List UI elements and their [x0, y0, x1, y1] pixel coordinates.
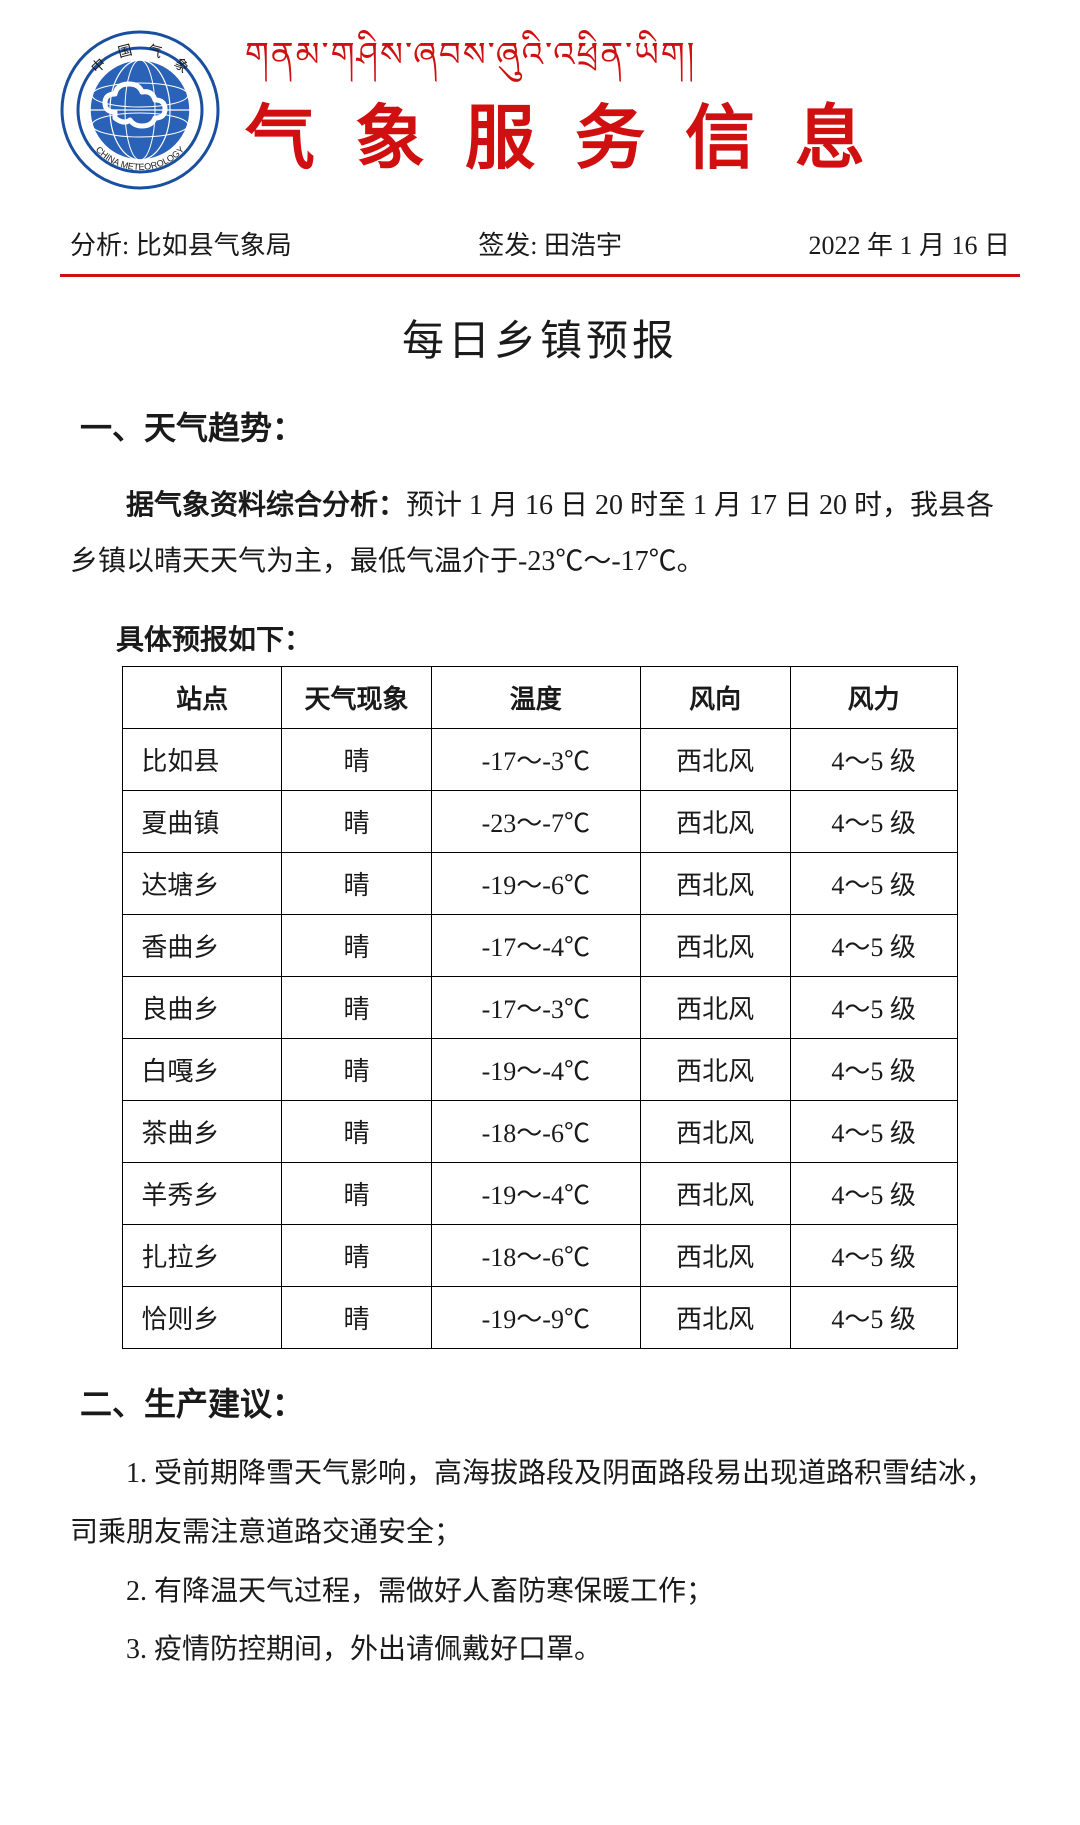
cma-logo: 中 国 气 象 CHINA METEOROLOGY — [60, 30, 220, 190]
table-cell: -19～-4℃ — [432, 1039, 641, 1101]
trend-lead: 据气象资料综合分析： — [126, 489, 406, 520]
table-cell: 晴 — [281, 729, 431, 791]
table-cell: -19～-4℃ — [432, 1163, 641, 1225]
tibetan-title: གནམ་གཤིས་ཞབས་ཞུའི་འཕྲིན་ཡིག། — [245, 37, 1020, 74]
meta-line: 分析: 比如县气象局 签发: 田浩宇 2022 年 1 月 16 日 — [60, 220, 1020, 277]
table-cell: 比如县 — [123, 729, 281, 791]
table-cell: 晴 — [281, 1101, 431, 1163]
table-cell: 白嘎乡 — [123, 1039, 281, 1101]
table-cell: 西北风 — [640, 1287, 790, 1349]
document-title: 每日乡镇预报 — [60, 307, 1020, 368]
table-cell: 4～5 级 — [790, 791, 957, 853]
table-cell: 达塘乡 — [123, 853, 281, 915]
table-row: 香曲乡晴-17～-4℃西北风4～5 级 — [123, 915, 957, 977]
table-row: 扎拉乡晴-18～-6℃西北风4～5 级 — [123, 1225, 957, 1287]
table-row: 羊秀乡晴-19～-4℃西北风4～5 级 — [123, 1163, 957, 1225]
table-cell: 晴 — [281, 853, 431, 915]
table-cell: -17～-4℃ — [432, 915, 641, 977]
issuer-label: 签发: — [478, 231, 537, 260]
table-header-cell: 风力 — [790, 667, 957, 729]
table-row: 良曲乡晴-17～-3℃西北风4～5 级 — [123, 977, 957, 1039]
advice-item: 2. 有降温天气过程，需做好人畜防寒保暖工作； — [70, 1563, 1010, 1622]
title-block: གནམ་གཤིས་ཞབས་ཞུའི་འཕྲིན་ཡིག། 气象服务信息 — [245, 37, 1020, 183]
table-cell: 香曲乡 — [123, 915, 281, 977]
trend-paragraph: 据气象资料综合分析：预计 1 月 16 日 20 时至 1 月 17 日 20 … — [60, 477, 1020, 590]
table-cell: -18～-6℃ — [432, 1101, 641, 1163]
table-cell: 4～5 级 — [790, 977, 957, 1039]
table-cell: 恰则乡 — [123, 1287, 281, 1349]
table-cell: 茶曲乡 — [123, 1101, 281, 1163]
analysis-value: 比如县气象局 — [136, 231, 292, 260]
table-cell: 西北风 — [640, 791, 790, 853]
analysis-field: 分析: 比如县气象局 — [70, 225, 292, 262]
table-row: 白嘎乡晴-19～-4℃西北风4～5 级 — [123, 1039, 957, 1101]
table-cell: 西北风 — [640, 1225, 790, 1287]
table-cell: 晴 — [281, 915, 431, 977]
advice-item: 1. 受前期降雪天气影响，高海拔路段及阴面路段易出现道路积雪结冰，司乘朋友需注意… — [70, 1445, 1010, 1563]
table-cell: 4～5 级 — [790, 1101, 957, 1163]
issuer-field: 签发: 田浩宇 — [478, 225, 622, 262]
issuer-value: 田浩宇 — [544, 231, 622, 260]
table-cell: 4～5 级 — [790, 1225, 957, 1287]
table-cell: 4～5 级 — [790, 915, 957, 977]
table-cell: -17～-3℃ — [432, 977, 641, 1039]
table-cell: -18～-6℃ — [432, 1225, 641, 1287]
table-cell: 4～5 级 — [790, 1287, 957, 1349]
table-header-row: 站点天气现象温度风向风力 — [123, 667, 957, 729]
table-row: 比如县晴-17～-3℃西北风4～5 级 — [123, 729, 957, 791]
section1-heading: 一、天气趋势： — [80, 403, 1020, 449]
table-cell: 西北风 — [640, 915, 790, 977]
forecast-table: 站点天气现象温度风向风力 比如县晴-17～-3℃西北风4～5 级夏曲镇晴-23～… — [122, 666, 957, 1349]
table-cell: -19～-9℃ — [432, 1287, 641, 1349]
table-cell: 良曲乡 — [123, 977, 281, 1039]
issue-date: 2022 年 1 月 16 日 — [808, 225, 1010, 262]
header: 中 国 气 象 CHINA METEOROLOGY གནམ་གཤིས་ཞབས་ཞ… — [60, 30, 1020, 190]
table-cell: -23～-7℃ — [432, 791, 641, 853]
main-title: 气象服务信息 — [245, 82, 1020, 183]
table-row: 茶曲乡晴-18～-6℃西北风4～5 级 — [123, 1101, 957, 1163]
table-row: 达塘乡晴-19～-6℃西北风4～5 级 — [123, 853, 957, 915]
table-cell: -17～-3℃ — [432, 729, 641, 791]
section2-heading: 二、生产建议： — [80, 1379, 1020, 1425]
table-cell: 晴 — [281, 1287, 431, 1349]
table-cell: 西北风 — [640, 1101, 790, 1163]
table-cell: 西北风 — [640, 729, 790, 791]
table-header-cell: 天气现象 — [281, 667, 431, 729]
table-cell: 晴 — [281, 1225, 431, 1287]
table-cell: 4～5 级 — [790, 1163, 957, 1225]
table-cell: -19～-6℃ — [432, 853, 641, 915]
table-cell: 4～5 级 — [790, 853, 957, 915]
table-cell: 晴 — [281, 791, 431, 853]
table-header-cell: 风向 — [640, 667, 790, 729]
table-cell: 羊秀乡 — [123, 1163, 281, 1225]
table-header-cell: 站点 — [123, 667, 281, 729]
table-row: 恰则乡晴-19～-9℃西北风4～5 级 — [123, 1287, 957, 1349]
table-intro: 具体预报如下： — [60, 618, 1020, 658]
table-cell: 晴 — [281, 1039, 431, 1101]
table-cell: 西北风 — [640, 977, 790, 1039]
table-cell: 扎拉乡 — [123, 1225, 281, 1287]
table-cell: 4～5 级 — [790, 729, 957, 791]
table-cell: 晴 — [281, 977, 431, 1039]
advice-list: 1. 受前期降雪天气影响，高海拔路段及阴面路段易出现道路积雪结冰，司乘朋友需注意… — [60, 1445, 1020, 1680]
advice-item: 3. 疫情防控期间，外出请佩戴好口罩。 — [70, 1621, 1010, 1680]
table-header-cell: 温度 — [432, 667, 641, 729]
analysis-label: 分析: — [70, 231, 129, 260]
logo-svg: 中 国 气 象 CHINA METEOROLOGY — [60, 30, 220, 190]
table-body: 比如县晴-17～-3℃西北风4～5 级夏曲镇晴-23～-7℃西北风4～5 级达塘… — [123, 729, 957, 1349]
table-cell: 西北风 — [640, 1039, 790, 1101]
table-cell: 晴 — [281, 1163, 431, 1225]
table-cell: 西北风 — [640, 853, 790, 915]
document-page: 中 国 气 象 CHINA METEOROLOGY གནམ་གཤིས་ཞབས་ཞ… — [0, 0, 1080, 1720]
table-cell: 西北风 — [640, 1163, 790, 1225]
table-cell: 夏曲镇 — [123, 791, 281, 853]
table-cell: 4～5 级 — [790, 1039, 957, 1101]
table-row: 夏曲镇晴-23～-7℃西北风4～5 级 — [123, 791, 957, 853]
